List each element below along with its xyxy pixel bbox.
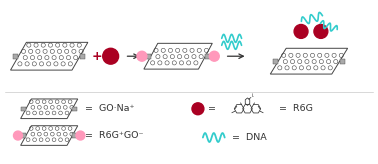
Text: =  DNA: = DNA	[232, 133, 266, 142]
Bar	[80, 54, 85, 59]
Circle shape	[294, 24, 308, 38]
Bar	[73, 107, 77, 111]
Text: =  R6G: = R6G	[279, 104, 313, 113]
Polygon shape	[270, 48, 348, 74]
Text: =  R6G⁺GO⁻: = R6G⁺GO⁻	[85, 131, 143, 140]
Bar	[340, 59, 345, 64]
Bar	[22, 133, 26, 138]
Text: =  GO·Na⁺: = GO·Na⁺	[85, 104, 135, 113]
Circle shape	[314, 24, 328, 38]
Bar	[14, 54, 19, 59]
Circle shape	[76, 131, 85, 140]
Polygon shape	[21, 99, 78, 119]
Circle shape	[14, 131, 22, 140]
Polygon shape	[144, 43, 212, 69]
Circle shape	[137, 51, 147, 61]
Circle shape	[103, 48, 119, 64]
Bar	[273, 59, 278, 64]
Text: i.: i.	[252, 93, 255, 98]
Polygon shape	[11, 42, 88, 70]
Text: =: =	[208, 104, 216, 113]
Polygon shape	[21, 126, 78, 145]
Bar	[22, 107, 26, 111]
Bar	[205, 54, 210, 59]
Circle shape	[209, 51, 219, 61]
Bar	[146, 54, 151, 59]
Text: +: +	[91, 50, 102, 63]
Bar	[73, 133, 77, 138]
Circle shape	[192, 103, 204, 115]
